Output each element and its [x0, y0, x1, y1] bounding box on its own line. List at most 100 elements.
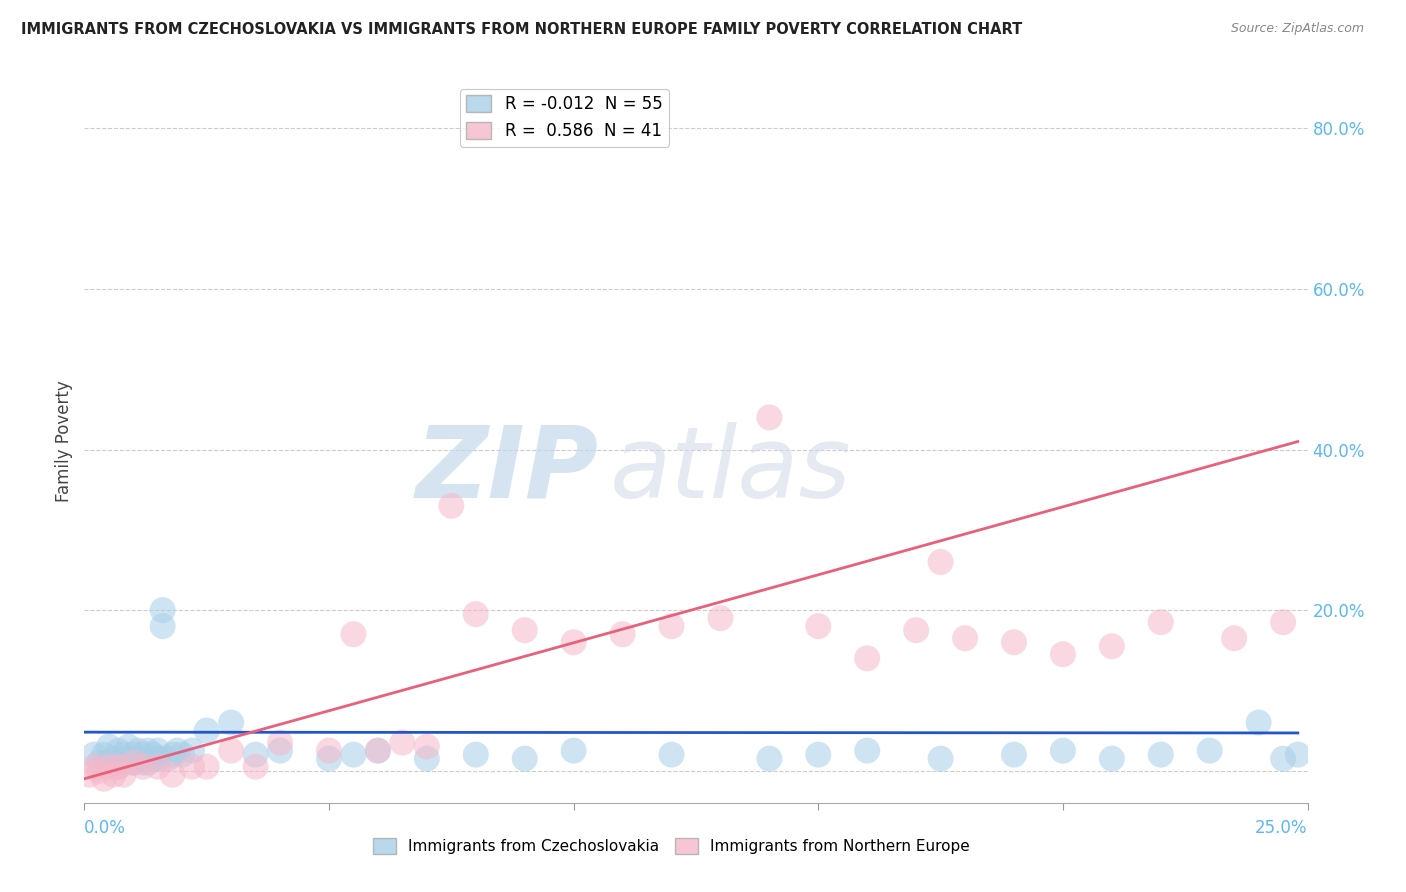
Text: 25.0%: 25.0% [1256, 819, 1308, 837]
Point [97, 760, 120, 774]
Point [117, 739, 139, 754]
Point [758, 410, 780, 425]
Point [807, 747, 830, 762]
Point [107, 760, 129, 774]
Point [318, 751, 340, 765]
Point [1272, 751, 1295, 765]
Point [1247, 715, 1270, 730]
Point [127, 751, 149, 765]
Text: Source: ZipAtlas.com: Source: ZipAtlas.com [1230, 22, 1364, 36]
Point [440, 499, 463, 513]
Point [97, 756, 120, 770]
Point [464, 747, 486, 762]
Point [1002, 747, 1025, 762]
Point [122, 756, 145, 770]
Point [122, 756, 145, 770]
Point [342, 747, 364, 762]
Point [513, 623, 536, 637]
Point [136, 756, 159, 770]
Text: IMMIGRANTS FROM CZECHOSLOVAKIA VS IMMIGRANTS FROM NORTHERN EUROPE FAMILY POVERTY: IMMIGRANTS FROM CZECHOSLOVAKIA VS IMMIGR… [21, 22, 1022, 37]
Point [612, 627, 634, 641]
Y-axis label: Family Poverty: Family Poverty [55, 381, 73, 502]
Point [152, 603, 174, 617]
Point [152, 619, 174, 633]
Text: ZIP: ZIP [415, 422, 598, 519]
Point [136, 744, 159, 758]
Point [416, 751, 439, 765]
Point [117, 751, 139, 765]
Point [122, 747, 145, 762]
Point [562, 744, 585, 758]
Point [172, 747, 194, 762]
Point [162, 747, 184, 762]
Point [342, 627, 364, 641]
Point [245, 760, 267, 774]
Point [367, 744, 389, 758]
Point [181, 760, 204, 774]
Point [269, 744, 291, 758]
Point [1286, 747, 1309, 762]
Point [77, 767, 100, 781]
Point [156, 751, 179, 765]
Point [219, 744, 242, 758]
Point [905, 623, 928, 637]
Point [1052, 648, 1074, 662]
Point [562, 635, 585, 649]
Point [1150, 747, 1173, 762]
Point [112, 767, 135, 781]
Point [93, 747, 115, 762]
Point [416, 739, 439, 754]
Point [83, 747, 105, 762]
Point [856, 651, 879, 665]
Point [318, 744, 340, 758]
Point [93, 772, 115, 786]
Point [1223, 632, 1246, 646]
Point [1101, 639, 1123, 653]
Point [107, 760, 129, 774]
Point [181, 744, 204, 758]
Point [1150, 615, 1173, 630]
Point [1272, 615, 1295, 630]
Point [661, 619, 683, 633]
Point [146, 744, 169, 758]
Point [97, 739, 120, 754]
Point [107, 744, 129, 758]
Point [1198, 744, 1220, 758]
Point [195, 723, 218, 738]
Point [103, 751, 125, 765]
Point [1002, 635, 1025, 649]
Point [112, 747, 135, 762]
Legend: Immigrants from Czechoslovakia, Immigrants from Northern Europe: Immigrants from Czechoslovakia, Immigran… [367, 832, 976, 860]
Point [709, 611, 731, 625]
Point [929, 555, 952, 569]
Point [83, 760, 105, 774]
Point [953, 632, 976, 646]
Point [513, 751, 536, 765]
Point [132, 756, 155, 770]
Point [758, 751, 780, 765]
Point [1052, 744, 1074, 758]
Point [87, 764, 110, 778]
Point [807, 619, 830, 633]
Text: 0.0%: 0.0% [84, 819, 127, 837]
Point [391, 735, 413, 749]
Point [245, 747, 267, 762]
Point [367, 744, 389, 758]
Point [856, 744, 879, 758]
Point [166, 744, 188, 758]
Point [269, 735, 291, 749]
Point [112, 756, 135, 770]
Text: atlas: atlas [610, 422, 852, 519]
Point [142, 747, 165, 762]
Point [146, 751, 169, 765]
Point [219, 715, 242, 730]
Point [1101, 751, 1123, 765]
Point [132, 747, 155, 762]
Point [929, 751, 952, 765]
Point [142, 751, 165, 765]
Point [132, 760, 155, 774]
Point [103, 767, 125, 781]
Point [162, 767, 184, 781]
Point [661, 747, 683, 762]
Point [195, 760, 218, 774]
